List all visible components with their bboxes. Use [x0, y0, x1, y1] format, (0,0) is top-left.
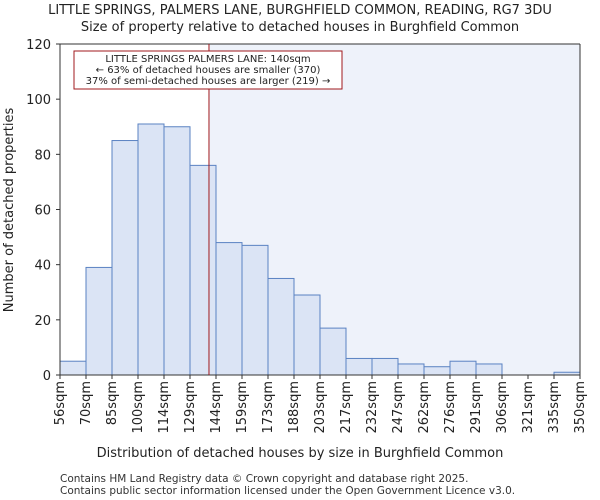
bar — [111, 140, 139, 376]
x-tick-label: 203sqm — [313, 381, 328, 434]
x-tick-label: 129sqm — [183, 381, 198, 434]
x-tick-label: 56sqm — [53, 381, 68, 425]
y-tick-label: 0 — [43, 369, 51, 384]
annotation-line: ← 63% of detached houses are smaller (37… — [96, 65, 321, 76]
y-axis-label: Number of detached properties — [2, 108, 17, 313]
y-tick-label: 40 — [34, 259, 51, 274]
x-tick-label: 262sqm — [417, 381, 432, 434]
y-tick-label: 100 — [26, 93, 51, 108]
y-tick-label: 60 — [34, 204, 51, 219]
y-tick-label: 80 — [34, 148, 51, 163]
y-tick-label: 20 — [34, 314, 51, 329]
bar — [397, 363, 425, 376]
x-axis-label: Distribution of detached houses by size … — [97, 446, 504, 461]
annotation-line: 37% of semi-detached houses are larger (… — [86, 76, 331, 87]
footer-line-2: Contains public sector information licen… — [60, 485, 515, 497]
plot-area: 0 20 40 60 80 100 120 56sqm 70sqm 85sqm 100sqm 114s… — [26, 38, 588, 434]
bar — [293, 294, 321, 376]
x-tick-label: 173sqm — [261, 381, 276, 434]
x-tick-label: 232sqm — [365, 381, 380, 434]
annotation-line: LITTLE SPRINGS PALMERS LANE: 140sqm — [105, 54, 310, 65]
bar — [163, 126, 191, 376]
footer-line-1: Contains HM Land Registry data © Crown c… — [60, 473, 468, 485]
bar — [371, 357, 399, 376]
x-tick-label: 100sqm — [131, 381, 146, 434]
chart-subtitle: Size of property relative to detached ho… — [81, 20, 519, 35]
x-tick-label: 306sqm — [495, 381, 510, 434]
bar — [345, 357, 373, 376]
x-tick-label: 188sqm — [287, 381, 302, 434]
x-tick-label: 217sqm — [339, 381, 354, 434]
x-tick-label: 70sqm — [79, 381, 94, 425]
annotation-box — [73, 50, 343, 90]
x-tick-label: 114sqm — [157, 381, 172, 434]
y-tick-label: 120 — [26, 38, 51, 53]
bar — [267, 277, 295, 376]
bar — [449, 360, 477, 376]
bar — [137, 123, 165, 376]
bar — [189, 164, 217, 376]
x-tick-label: 85sqm — [105, 381, 120, 425]
bar — [59, 360, 87, 376]
bar — [423, 366, 451, 376]
chart-title: LITTLE SPRINGS, PALMERS LANE, BURGHFIELD… — [48, 3, 552, 18]
bar — [85, 266, 113, 376]
x-tick-label: 159sqm — [235, 381, 250, 434]
bar — [319, 327, 347, 376]
bar — [475, 363, 503, 376]
x-tick-label: 350sqm — [573, 381, 588, 434]
bar — [241, 244, 269, 376]
bar — [215, 242, 243, 376]
x-tick-label: 276sqm — [443, 381, 458, 434]
x-tick-label: 247sqm — [391, 381, 406, 434]
x-tick-label: 321sqm — [521, 381, 536, 434]
x-tick-label: 291sqm — [469, 381, 484, 434]
x-tick-label: 335sqm — [547, 381, 562, 434]
x-tick-label: 144sqm — [209, 381, 224, 434]
